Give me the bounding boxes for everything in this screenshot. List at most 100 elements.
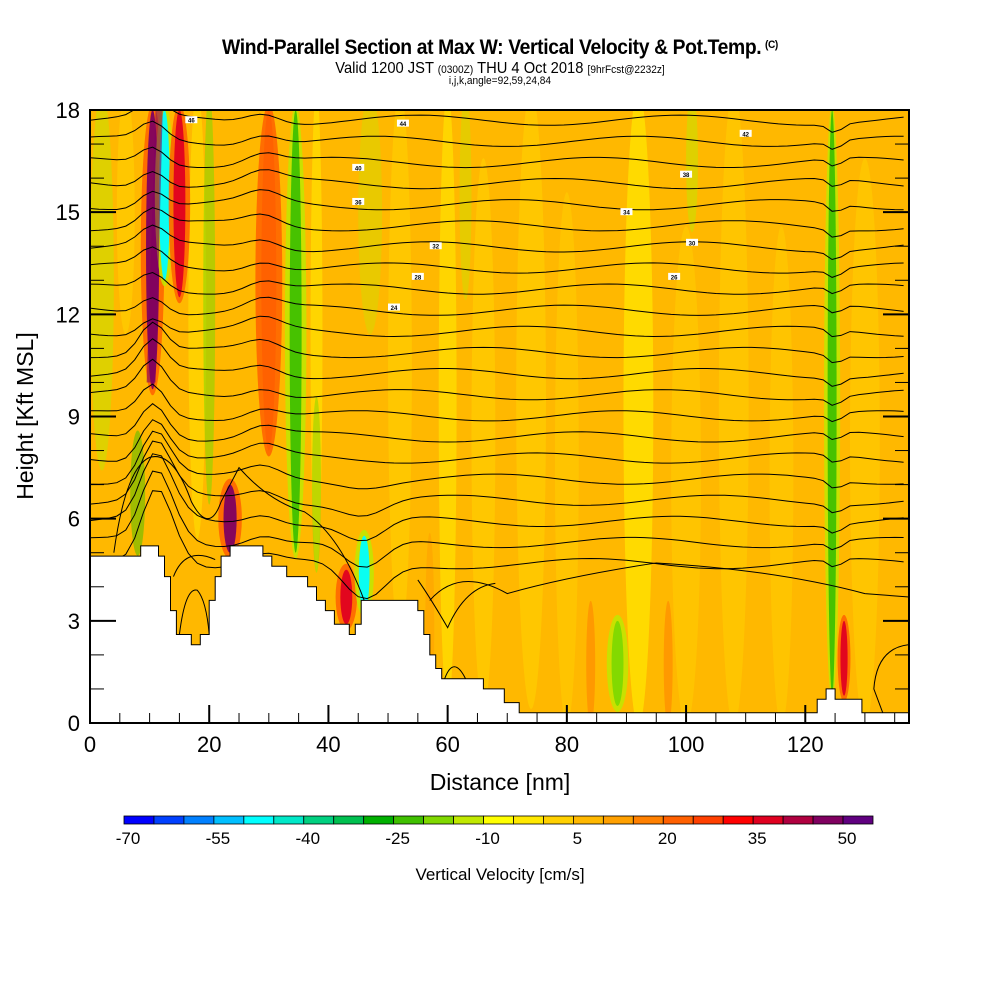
contour-label: 24 [391, 306, 398, 312]
chart-subtitle: Valid 1200 JST (0300Z) THU 4 Oct 2018 [9… [335, 60, 665, 77]
contour-label: 32 [432, 245, 439, 251]
field-band [358, 110, 383, 335]
contour-label-box [680, 170, 693, 178]
contour-label-box [739, 129, 752, 137]
contour-label: 40 [355, 166, 362, 172]
y-tick-label: 3 [68, 609, 80, 634]
colorbar-tick-label: 20 [658, 829, 677, 848]
contour-line [90, 296, 904, 316]
contour-line [90, 403, 904, 443]
field-band [663, 600, 673, 723]
contour-line [90, 189, 904, 212]
contour-label: 30 [689, 241, 696, 247]
contour-line [90, 470, 904, 568]
colorbar-swatch [123, 815, 155, 825]
contour-label: 36 [355, 200, 362, 206]
contour-line [113, 456, 365, 601]
contour-line [90, 419, 904, 464]
contour-label: 28 [414, 275, 421, 281]
x-tick-label: 20 [197, 732, 221, 757]
streak-core [289, 110, 302, 553]
contour-line [873, 644, 909, 713]
colorbar-swatch [273, 815, 305, 825]
contour-line [90, 169, 904, 190]
field-band [718, 110, 749, 723]
field-band [516, 110, 546, 709]
contour-label-box [352, 163, 365, 171]
colorbar-swatch [423, 815, 454, 825]
contour-line [90, 338, 904, 387]
contour-line [90, 246, 904, 278]
contour-label-box [411, 272, 424, 280]
contour-line [90, 440, 904, 517]
contour-line [172, 554, 216, 577]
contour-line [178, 589, 210, 635]
contour-line [444, 666, 466, 679]
field-band [388, 110, 412, 641]
field-band [686, 110, 698, 233]
field-band [116, 110, 135, 335]
chart-title: Wind-Parallel Section at Max W: Vertical… [222, 36, 778, 59]
contour-label: 44 [400, 122, 407, 128]
field-band [471, 158, 496, 709]
y-tick-label: 18 [56, 98, 80, 123]
x-tick-label: 120 [787, 732, 824, 757]
field-band [438, 110, 457, 709]
chart-indices: i,j,k,angle=92,59,24,84 [448, 75, 552, 87]
colorbar-swatch [543, 815, 574, 825]
contour-line [90, 120, 904, 150]
contour-label-box [387, 303, 400, 311]
colorbar-tick-label: 50 [838, 829, 857, 848]
field-band [188, 110, 207, 539]
colorbar-swatch [513, 815, 544, 825]
contour-line [90, 271, 904, 295]
streak-core [223, 484, 237, 553]
copyright-mark: (C) [764, 39, 778, 51]
field-band [554, 192, 579, 723]
potential-temperature-contours: 46 44 42 40 38 36 34 32 30 28 26 24 [90, 110, 909, 713]
colorbar-swatch [213, 815, 245, 825]
colorbar-tick-label: -70 [116, 829, 141, 848]
contour-line [90, 453, 904, 542]
x-axis-label: Distance [nm] [430, 769, 571, 795]
colorbar-swatch [453, 815, 484, 825]
contour-label-box [668, 272, 681, 280]
y-tick-label: 0 [68, 711, 80, 736]
field-band [849, 158, 880, 723]
y-tick-label: 6 [68, 507, 80, 532]
streak-core [358, 535, 370, 611]
x-tick-label: 80 [555, 732, 579, 757]
colorbar-swatch [303, 815, 335, 825]
terrain-profile [90, 545, 909, 723]
contour-label: 38 [683, 173, 690, 179]
updraft-core [146, 110, 163, 383]
contour-line [90, 383, 904, 423]
streak-core [261, 110, 277, 451]
colorbar-swatch [243, 815, 275, 825]
colorbar-swatch [333, 815, 365, 825]
field-band [459, 110, 472, 301]
colorbar-swatch [782, 815, 814, 825]
x-tick-label: 40 [316, 732, 340, 757]
contour-line [90, 224, 904, 261]
field-band [312, 396, 321, 573]
colorbar-swatch [363, 815, 395, 825]
contour-label-box [686, 238, 699, 246]
colorbar-swatch [842, 815, 874, 825]
x-tick-label: 100 [668, 732, 705, 757]
contour-label: 26 [671, 275, 678, 281]
colorbar-swatch [573, 815, 604, 825]
colorbar-tick-label: -25 [385, 829, 410, 848]
contour-line [90, 321, 904, 364]
colorbar-swatch [153, 815, 185, 825]
streak-core [840, 620, 848, 696]
colorbar-tick-label: -55 [206, 829, 231, 848]
colorbar-label: Vertical Velocity [cm/s] [415, 865, 584, 884]
contour-label-box [185, 116, 198, 124]
terrain [90, 545, 909, 723]
colorbar-tick-label: -10 [475, 829, 500, 848]
colorbar-tick-label: 5 [573, 829, 582, 848]
y-tick-label: 9 [68, 405, 80, 430]
contour-line [417, 579, 496, 629]
x-tick-label: 60 [435, 732, 459, 757]
